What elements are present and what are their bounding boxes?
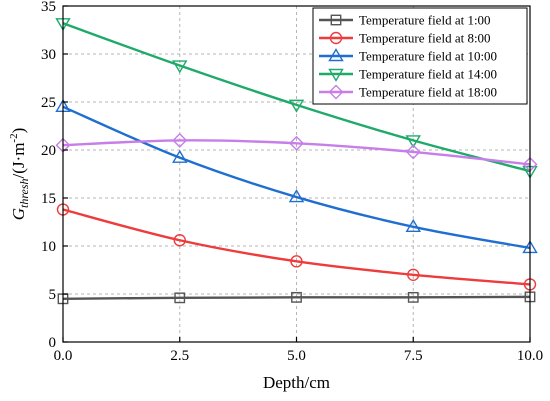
x-tick-label: 5.0 bbox=[287, 348, 306, 364]
y-axis-label-unit-sup: -2 bbox=[8, 133, 20, 142]
legend-label: Temperature field at 1:00 bbox=[359, 13, 491, 28]
y-tick-label: 15 bbox=[41, 191, 56, 207]
y-tick-label: 20 bbox=[41, 143, 56, 159]
axis-ticks: 0.0 2.5 5.0 7.5 10.0 0 5 10 15 20 25 30 35 bbox=[41, 0, 543, 364]
x-axis-label: Depth/cm bbox=[263, 373, 330, 392]
x-tick-label: 7.5 bbox=[404, 348, 423, 364]
y-axis-label-subscript: thresh bbox=[17, 178, 31, 208]
x-tick-label: 10.0 bbox=[517, 348, 543, 364]
legend-label: Temperature field at 18:00 bbox=[359, 85, 497, 100]
legend-label: Temperature field at 10:00 bbox=[359, 49, 497, 64]
y-tick-label: 30 bbox=[41, 47, 56, 63]
y-axis-label-symbol: G bbox=[9, 208, 28, 220]
legend-marker bbox=[329, 31, 343, 45]
legend-marker bbox=[328, 48, 344, 62]
series-line bbox=[62, 22, 531, 173]
series-line bbox=[62, 295, 531, 300]
legend-item: Temperature field at 1:00 bbox=[319, 13, 491, 28]
data-point bbox=[172, 149, 188, 163]
y-axis-label-unit: /(J·m bbox=[9, 143, 28, 179]
y-tick-label: 25 bbox=[41, 95, 56, 111]
y-tick-label: 5 bbox=[49, 287, 57, 303]
data-point bbox=[172, 60, 188, 74]
legend-marker bbox=[328, 68, 344, 82]
data-point bbox=[172, 132, 188, 148]
series-line bbox=[62, 105, 531, 250]
series-1 bbox=[57, 291, 536, 305]
series-line bbox=[62, 139, 531, 166]
data-point bbox=[291, 291, 302, 303]
data-point bbox=[174, 292, 186, 304]
data-point bbox=[289, 135, 304, 151]
legend: Temperature field at 1:00 Temperature fie… bbox=[312, 7, 528, 105]
y-tick-label: 35 bbox=[41, 0, 56, 15]
legend-item: Temperature field at 14:00 bbox=[319, 67, 497, 82]
data-point bbox=[407, 268, 420, 281]
data-point bbox=[288, 189, 305, 203]
data-point bbox=[405, 135, 421, 149]
series-line bbox=[62, 208, 531, 286]
legend-item: Temperature field at 8:00 bbox=[319, 31, 491, 46]
legend-label: Temperature field at 8:00 bbox=[359, 31, 491, 46]
data-point bbox=[173, 234, 186, 247]
y-axis-label-unit-close: ) bbox=[9, 128, 28, 134]
series-2 bbox=[56, 203, 537, 291]
legend-marker bbox=[328, 84, 344, 100]
x-tick-label: 2.5 bbox=[170, 348, 189, 364]
legend-marker bbox=[330, 14, 342, 26]
legend-item: Temperature field at 18:00 bbox=[319, 85, 497, 100]
data-point bbox=[407, 291, 419, 303]
x-tick-label: 0.0 bbox=[54, 348, 73, 364]
y-tick-label: 0 bbox=[49, 335, 57, 351]
data-point bbox=[405, 144, 421, 160]
y-tick-label: 10 bbox=[41, 239, 56, 255]
data-point bbox=[405, 218, 421, 233]
y-axis-label: Gthresh/(J·m-2) bbox=[8, 128, 31, 221]
data-point bbox=[288, 99, 305, 113]
legend-item: Temperature field at 10:00 bbox=[319, 48, 497, 64]
legend-label: Temperature field at 14:00 bbox=[359, 67, 497, 82]
data-point bbox=[290, 255, 303, 268]
